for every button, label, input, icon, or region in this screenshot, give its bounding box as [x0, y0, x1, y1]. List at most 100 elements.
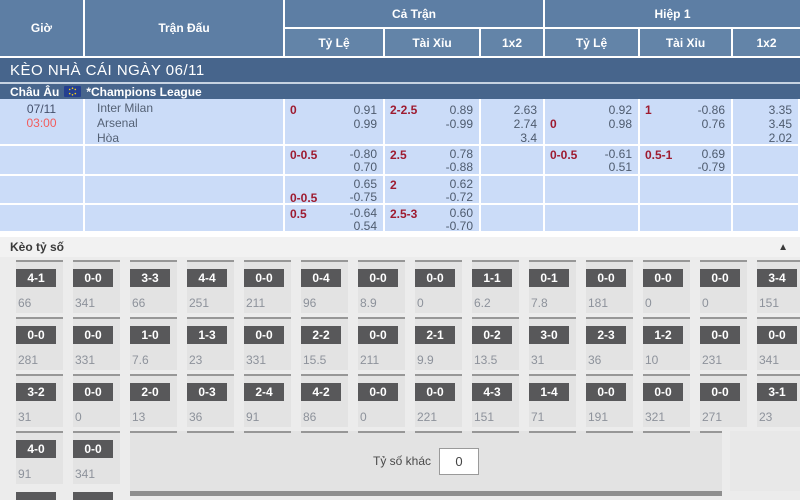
empty-cell [85, 205, 285, 233]
empty-cell [733, 205, 800, 233]
score-cell[interactable]: 1-3 23 [187, 317, 234, 370]
empty-cell [640, 176, 733, 205]
score-cell[interactable]: 3-3 66 [130, 260, 177, 313]
ft-handicap-odds[interactable]: 0 0.91 0.99 [285, 99, 385, 146]
score-label [16, 492, 56, 500]
odds-value: 0.92 [608, 103, 632, 117]
score-cell[interactable]: 0-0 321 [643, 374, 690, 427]
score-odds: 281 [18, 353, 39, 367]
score-cell[interactable]: 0-1 7.8 [529, 260, 576, 313]
collapse-icon[interactable]: ▲ [778, 241, 788, 253]
score-cell[interactable]: 0-0 181 [586, 260, 633, 313]
ft-overunder-odds[interactable]: 2.5-3 0.60 -0.70 [385, 205, 481, 233]
score-label: 1-1 [472, 269, 512, 287]
header-ft-1x2: 1x2 [481, 29, 545, 58]
handicap-line: 0-0.5 [550, 148, 578, 162]
score-cell[interactable]: 3-1 23 [757, 374, 800, 427]
score-odds: 91 [246, 410, 260, 424]
score-cell[interactable]: 3-4 151 [757, 260, 800, 313]
score-cell[interactable]: 1-4 71 [529, 374, 576, 427]
score-cell[interactable]: 1-0 7.6 [130, 317, 177, 370]
score-cell[interactable]: 0-0 0 [700, 260, 747, 313]
score-cell[interactable]: 1-2 10 [643, 317, 690, 370]
score-cell[interactable]: 0-0 341 [73, 260, 120, 313]
ft-overunder-odds[interactable]: 2-2.5 0.89 -0.99 [385, 99, 481, 146]
ft-handicap-odds[interactable]: 0.5 -0.64 0.54 [285, 205, 385, 233]
score-cell[interactable]: 4-3 151 [472, 374, 519, 427]
score-cell[interactable]: 0-0 0 [358, 374, 405, 427]
score-odds: 71 [531, 410, 545, 424]
empty-cell [545, 205, 640, 233]
h1-handicap-odds[interactable]: 0-0.5 -0.61 0.51 [545, 146, 640, 176]
divider [130, 491, 722, 496]
score-odds: 15.5 [303, 353, 327, 367]
score-cell[interactable]: 3-2 31 [16, 374, 63, 427]
score-cell[interactable]: 0-0 0 [73, 374, 120, 427]
league-bar[interactable]: Châu Âu *Champions League [0, 82, 800, 99]
score-cell[interactable]: 2-2 15.5 [301, 317, 348, 370]
score-cell[interactable]: 0-0 231 [700, 317, 747, 370]
empty-cell [0, 176, 85, 205]
score-cell[interactable]: 0-2 13.5 [472, 317, 519, 370]
odds-value: -0.80 [349, 147, 377, 161]
score-cell[interactable]: 2-0 13 [130, 374, 177, 427]
score-cell[interactable]: 0-0 191 [586, 374, 633, 427]
score-cell[interactable]: 3-0 31 [529, 317, 576, 370]
empty-cell [640, 205, 733, 233]
score-odds: 221 [417, 410, 438, 424]
ft-overunder-odds[interactable]: 2 0.62 -0.72 [385, 176, 481, 205]
h1-1x2-odds[interactable]: 3.35 3.45 2.02 [733, 99, 800, 146]
score-odds: 151 [474, 410, 495, 424]
score-section-header: Kèo tỷ số ▲ [0, 237, 800, 257]
h1-handicap-odds[interactable]: 0 0.92 0.98 [545, 99, 640, 146]
score-cell[interactable]: 4-2 86 [301, 374, 348, 427]
score-label: 0-0 [757, 326, 797, 344]
ft-1x2-odds[interactable]: 2.63 2.74 3.4 [481, 99, 545, 146]
ft-handicap-odds[interactable]: 0-0.5 0.65 -0.75 [285, 176, 385, 205]
score-cell[interactable]: 0-4 96 [301, 260, 348, 313]
score-cell[interactable]: 0-0 0 [415, 260, 462, 313]
ft-overunder-odds[interactable]: 2.5 0.78 -0.88 [385, 146, 481, 176]
odds-value: 2.74 [513, 117, 537, 131]
score-label: 0-3 [187, 383, 227, 401]
score-cell[interactable]: 0-0 341 [757, 317, 800, 370]
score-row: 4-0 91 0-0 341 [16, 431, 120, 484]
score-cell[interactable]: 4-1 66 [16, 260, 63, 313]
h1-overunder-odds[interactable]: 0.5-1 0.69 -0.79 [640, 146, 733, 176]
score-cell[interactable]: 0-0 331 [244, 317, 291, 370]
score-cell[interactable]: 2-1 9.9 [415, 317, 462, 370]
score-label: 0-0 [643, 269, 683, 287]
h1-overunder-odds[interactable]: 1 -0.86 0.76 [640, 99, 733, 146]
ou-line: 2 [390, 178, 397, 192]
score-label: 2-3 [586, 326, 626, 344]
score-cell[interactable]: 0-3 36 [187, 374, 234, 427]
score-odds: 341 [759, 353, 780, 367]
score-cell[interactable]: 0-0 271 [700, 374, 747, 427]
score-cell[interactable]: 2-4 91 [244, 374, 291, 427]
score-label [73, 492, 113, 500]
ft-handicap-odds[interactable]: 0-0.5 -0.80 0.70 [285, 146, 385, 176]
empty-cell [85, 146, 285, 176]
score-label: 0-0 [73, 440, 113, 458]
odds-value: -0.70 [445, 219, 473, 233]
score-cell[interactable]: 4-0 91 [16, 431, 63, 484]
score-cell[interactable]: 0-0 211 [358, 317, 405, 370]
score-cell[interactable]: 0-0 8.9 [358, 260, 405, 313]
odds-table-header: Giờ Trận Đấu Cả Trận Tỷ Lệ Tài Xỉu 1x2 H… [0, 0, 800, 58]
match-row-3: 0-0.5 0.65 -0.75 2 0.62 -0.72 [0, 176, 800, 205]
empty-cell [481, 205, 545, 233]
score-cell[interactable]: 1-1 6.2 [472, 260, 519, 313]
odds-value: -0.61 [604, 147, 632, 161]
score-cell[interactable]: 0-0 211 [244, 260, 291, 313]
score-cell[interactable]: 0-0 221 [415, 374, 462, 427]
score-cell[interactable]: 4-4 251 [187, 260, 234, 313]
score-cell[interactable]: 0-0 331 [73, 317, 120, 370]
score-cell[interactable]: 0-0 0 [643, 260, 690, 313]
other-score-input[interactable] [439, 447, 480, 475]
score-cell[interactable]: 2-3 36 [586, 317, 633, 370]
score-cell[interactable]: 0-0 281 [16, 317, 63, 370]
score-odds: 341 [75, 296, 96, 310]
score-label: 0-4 [301, 269, 341, 287]
odds-value: 0.65 [353, 177, 377, 191]
score-cell[interactable]: 0-0 341 [73, 431, 120, 484]
